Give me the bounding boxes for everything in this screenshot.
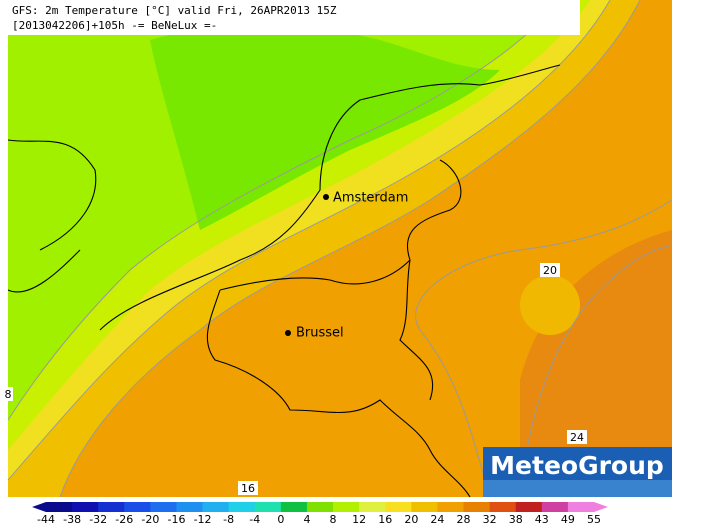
colorbar-label: -20 [141, 513, 159, 525]
contour-label-box [3, 387, 13, 401]
colorbar-segment [463, 502, 491, 512]
colorbar-segment [46, 502, 73, 512]
colorbar-label: 16 [378, 513, 392, 525]
city-marker [323, 194, 329, 200]
logo-text: MeteoGroup [490, 451, 664, 480]
colorbar-segment [202, 502, 230, 512]
city-marker [285, 330, 291, 336]
contour-label: 16 [241, 482, 255, 495]
colorbar-label: 4 [303, 513, 310, 525]
colorbar-segment [72, 502, 99, 512]
contour-label: 24 [570, 431, 584, 444]
header-line: GFS: 2m Temperature [°C] valid Fri, 26AP… [12, 4, 337, 17]
hot-region [520, 230, 672, 497]
colorbar-segment [98, 502, 125, 512]
header-box [8, 0, 580, 35]
colorbar-label: 49 [561, 513, 575, 525]
colorbar-label: -12 [194, 513, 212, 525]
colorbar-label: 20 [404, 513, 418, 525]
colorbar-label: -44 [37, 513, 55, 525]
colorbar-segment [489, 502, 517, 512]
contour-label: 20 [543, 264, 557, 277]
logo: MeteoGroup [483, 447, 672, 497]
colorbar-label: 32 [483, 513, 497, 525]
border [206, 159, 471, 498]
isotherm [59, 0, 641, 498]
colorbar-segment [541, 502, 569, 512]
colorbar-label: 24 [430, 513, 444, 525]
colorbar-label: 28 [457, 513, 471, 525]
colorbar-segment [437, 502, 465, 512]
isotherm [415, 199, 673, 498]
colorbar-segment [359, 502, 386, 512]
contour-label-box [238, 481, 258, 495]
colorbar-label: 8 [330, 513, 337, 525]
map: Amsterdam Brussel 20 24 16 8 GFS: 2m Tem… [3, 0, 673, 498]
colorbar-segment [385, 502, 412, 512]
colorbar-label: -8 [223, 513, 234, 525]
isotherm [7, 0, 561, 421]
colorbar-end [32, 502, 46, 512]
isotherm [519, 244, 673, 498]
colorbar-segment [124, 502, 151, 512]
colorbar-segment [567, 502, 595, 512]
cool-region [150, 25, 500, 230]
colorbar-label: -32 [89, 513, 107, 525]
city-label: Brussel [296, 326, 344, 341]
isotherm [7, 0, 611, 481]
colorbar-segment [333, 502, 360, 512]
colorbar-label: 12 [352, 513, 366, 525]
colorbar-segment [411, 502, 438, 512]
city-label: Amsterdam [333, 191, 408, 206]
colorbar: -44 -38 -32 -26 -20 -16 -12 -8 -4 0 4 8 12 16 20 24 28 32… [32, 502, 608, 525]
colorbar-segment [228, 502, 256, 512]
colorbar-segment [515, 502, 543, 512]
colorbar-segment [150, 502, 177, 512]
colorbar-label: 0 [277, 513, 284, 525]
colorbar-segment [280, 502, 308, 512]
header-line: [2013042206]+105h -= BeNeLux =- [12, 19, 217, 32]
contour-label-box [540, 263, 560, 277]
colorbar-segment [176, 502, 204, 512]
band-8 [8, 0, 560, 420]
warm-core [520, 275, 580, 335]
colorbar-end [594, 502, 608, 512]
colorbar-segment [306, 502, 334, 512]
contour-label-box [567, 430, 587, 444]
colorbar-label: 38 [509, 513, 523, 525]
colorbar-segment [254, 502, 282, 512]
colorbar-label: 55 [587, 513, 601, 525]
colorbar-label: -16 [167, 513, 185, 525]
coastline [7, 64, 561, 331]
colorbar-label: -4 [249, 513, 260, 525]
colorbar-label: -26 [115, 513, 133, 525]
logo-shade [483, 480, 672, 497]
colorbar-label: -38 [63, 513, 81, 525]
contour-label: 8 [5, 388, 12, 401]
colorbar-label: 43 [535, 513, 549, 525]
